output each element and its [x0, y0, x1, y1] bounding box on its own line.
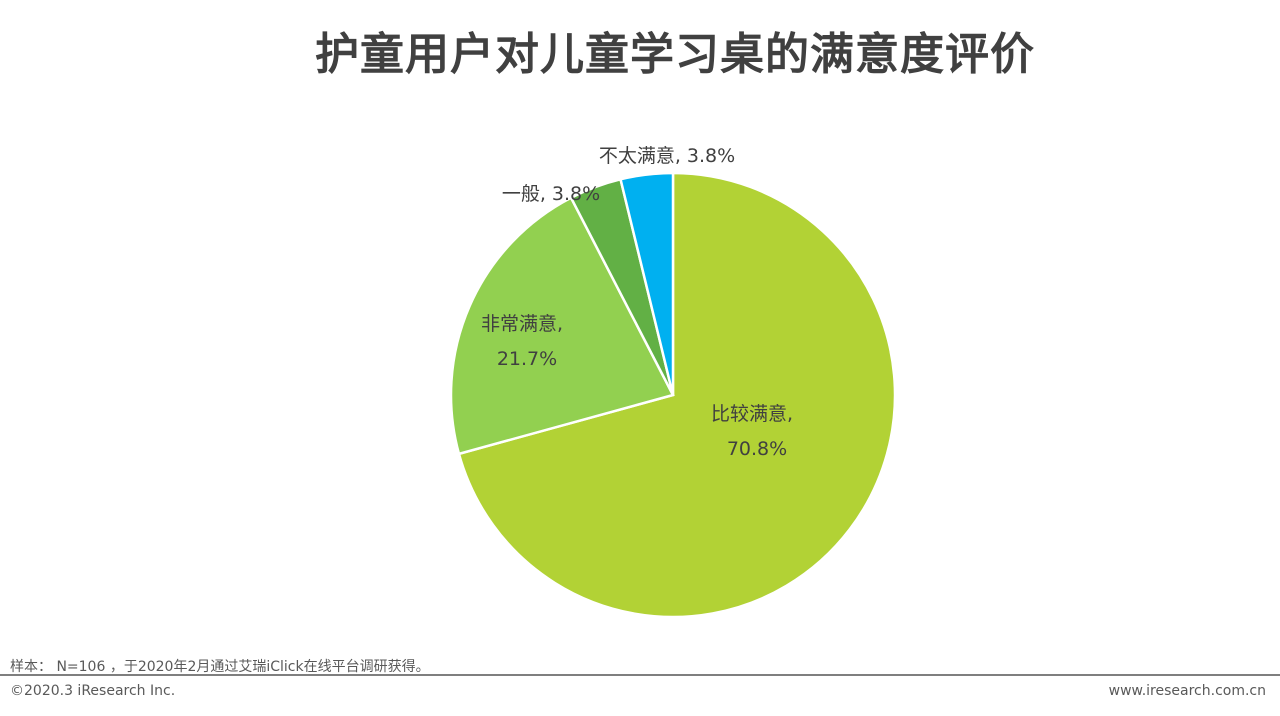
copyright: ©2020.3 iResearch Inc. — [10, 683, 176, 699]
website-link[interactable]: www.iresearch.com.cn — [1108, 683, 1266, 699]
sample-note: 样本： N=106 ，于2020年2月通过艾瑞iClick在线平台调研获得。 — [10, 659, 430, 675]
slice-label-0: 比较满意, 70.8% — [711, 403, 793, 460]
footer-divider — [0, 674, 1280, 676]
chart-title: 护童用户对儿童学习桌的满意度评价 — [315, 29, 1035, 80]
slice-label-1: 非常满意, 21.7% — [481, 313, 563, 370]
pie-slice-3 — [619, 171, 675, 396]
slice-label-3: 不太满意, 3.8% — [599, 145, 735, 167]
pie-slice-1 — [449, 196, 675, 456]
slice-label-2: 一般, 3.8% — [502, 183, 600, 205]
pie-slice-0 — [457, 171, 897, 619]
